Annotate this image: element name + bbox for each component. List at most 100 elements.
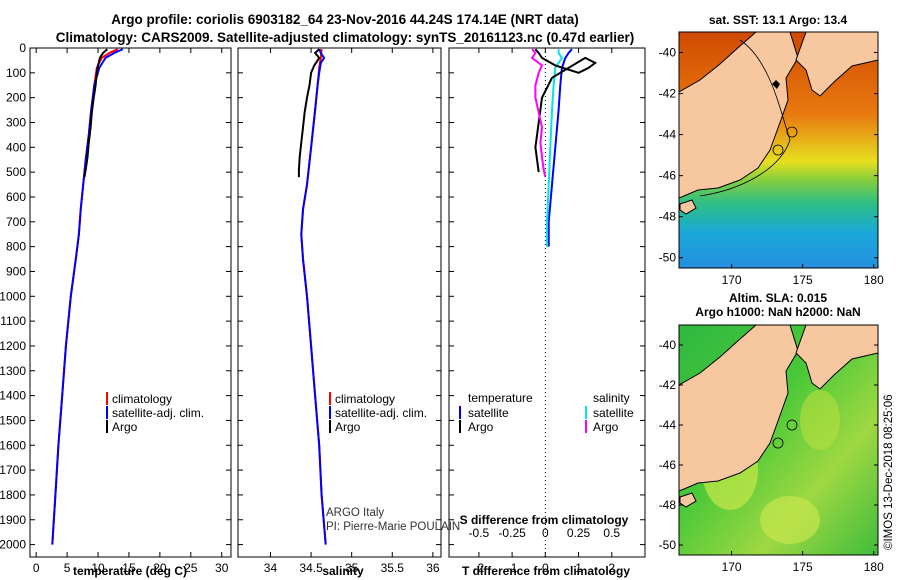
series-s-satellite [546, 49, 564, 247]
north-island-landmass [795, 325, 878, 390]
x-tick-label: 15 [122, 561, 136, 575]
y-tick-label: 1000 [0, 289, 26, 303]
sla-anomaly-blob [760, 496, 820, 544]
series-s-argo [530, 48, 547, 178]
y-tick-label: 400 [6, 140, 26, 154]
x-tick-label: 35 [345, 561, 359, 575]
x-tick-label: 5 [64, 561, 71, 575]
sst-map [678, 31, 879, 269]
lat-tick-label: -40 [659, 338, 677, 352]
temperature-panel: 0 5 10 15 20 25 300100200300400500600700800900… [0, 41, 232, 575]
y-tick-label: 2000 [0, 538, 26, 552]
y-tick-label: 300 [6, 115, 26, 129]
legend-swatch-satellite [106, 406, 108, 419]
plot-frame [29, 47, 232, 558]
credit-line-2: PI: Pierre-Marie POULAIN [326, 521, 460, 533]
north-island-landmass [795, 32, 878, 97]
lat-tick-label: -42 [659, 87, 677, 101]
legend-label-t-argo: Argo [468, 420, 494, 434]
lon-tick-label: 170 [722, 560, 742, 574]
legend-label-climatology: climatology [112, 392, 172, 406]
legend-swatch-satellite [329, 406, 331, 419]
difference-legend-salinity: salinity satellite Argo [585, 391, 634, 434]
difference-xlabel-top: S difference from climatology [460, 513, 629, 527]
plot-frame [448, 47, 646, 558]
lon-tick-label: 180 [864, 273, 884, 287]
title-line-2: Climatology: CARS2009. Satellite-adjuste… [56, 30, 634, 45]
legend-label-satellite: satellite-adj. clim. [112, 406, 204, 420]
y-tick-label: 1100 [0, 314, 26, 328]
difference-legend-temperature: temperature satellite Argo [459, 391, 533, 434]
series-satellite-adj-clim- [300, 48, 327, 545]
lat-tick-label: -48 [659, 498, 677, 512]
y-tick-label: 1300 [0, 364, 26, 378]
y-tick-label: 100 [6, 66, 26, 80]
x-tick-label: 34.5 [299, 561, 323, 575]
x-tick-label: 25 [184, 561, 198, 575]
lat-tick-label: -50 [659, 538, 677, 552]
sst-map-axes: -40 -42 -44 -46 -48 -50 170 175 180 [659, 46, 884, 287]
series-t-satellite [547, 48, 573, 247]
lon-tick-label: 180 [864, 560, 884, 574]
y-tick-label: 200 [6, 91, 26, 105]
lat-tick-label: -50 [659, 251, 677, 265]
legend-label-s-argo: Argo [593, 420, 619, 434]
y-tick-label: 1700 [0, 463, 26, 477]
legend-label-argo: Argo [335, 420, 361, 434]
lat-tick-label: -40 [659, 46, 677, 60]
x-tick-label-salinity: 0.5 [603, 526, 620, 540]
legend-title-temperature: temperature [468, 391, 533, 405]
legend-swatch-t-satellite [459, 406, 461, 419]
x-tick-label: -1 [507, 561, 518, 575]
south-island-landmass [679, 32, 799, 199]
lon-tick-label: 175 [793, 273, 813, 287]
legend-swatch-climatology [329, 392, 331, 405]
sla-map-title-2: Argo h1000: NaN h2000: NaN [695, 305, 860, 319]
stewart-island-landmass [679, 199, 697, 215]
temperature-legend: climatology satellite-adj. clim. Argo [106, 392, 204, 434]
legend-swatch-s-satellite [585, 406, 587, 419]
x-tick-label: -2 [474, 561, 485, 575]
legend-swatch-climatology [106, 392, 108, 405]
y-tick-label: 500 [6, 165, 26, 179]
x-tick-label: 1 [575, 561, 582, 575]
x-tick-label: 35.5 [381, 561, 405, 575]
legend-label-s-satellite: satellite [593, 406, 634, 420]
sla-map-frame [678, 324, 879, 556]
x-tick-label: 0 [542, 561, 549, 575]
legend-label-satellite: satellite-adj. clim. [335, 406, 427, 420]
legend-swatch-argo [106, 420, 108, 433]
x-tick-label-salinity: -0.5 [469, 526, 490, 540]
y-tick-label: 1400 [0, 389, 26, 403]
title-line-1: Argo profile: coriolis 6903182_64 23-Nov… [111, 12, 578, 27]
lat-tick-label: -46 [659, 458, 677, 472]
x-tick-label: 36 [426, 561, 440, 575]
lon-tick-label: 170 [722, 273, 742, 287]
series-argo [297, 48, 321, 178]
series-argo [83, 48, 108, 178]
y-tick-label: 700 [6, 215, 26, 229]
x-tick-label: 30 [215, 561, 229, 575]
series-satellite-adj-clim- [51, 48, 124, 545]
sst-contour-loop [786, 126, 798, 138]
x-tick-label: 20 [153, 561, 167, 575]
sla-map-axes: -40 -42 -44 -46 -48 -50 170 175 180 [659, 338, 884, 574]
plot-frame [237, 47, 442, 558]
argo-position-marker [772, 80, 780, 89]
lat-tick-label: -42 [659, 378, 677, 392]
credit-line-1: ARGO Italy [326, 507, 384, 519]
lat-tick-label: -46 [659, 169, 677, 183]
y-tick-label: 1200 [0, 339, 26, 353]
legend-swatch-argo [329, 420, 331, 433]
sst-map-title: sat. SST: 13.1 Argo: 13.4 [709, 13, 848, 27]
x-tick-label: 2 [608, 561, 615, 575]
legend-swatch-t-argo [459, 420, 461, 433]
y-tick-label: 900 [6, 264, 26, 278]
sst-map-frame [678, 31, 879, 269]
x-tick-label: 10 [91, 561, 105, 575]
x-tick-label-salinity: 0.25 [567, 526, 591, 540]
y-tick-label: 600 [6, 190, 26, 204]
lat-tick-label: -44 [659, 418, 677, 432]
